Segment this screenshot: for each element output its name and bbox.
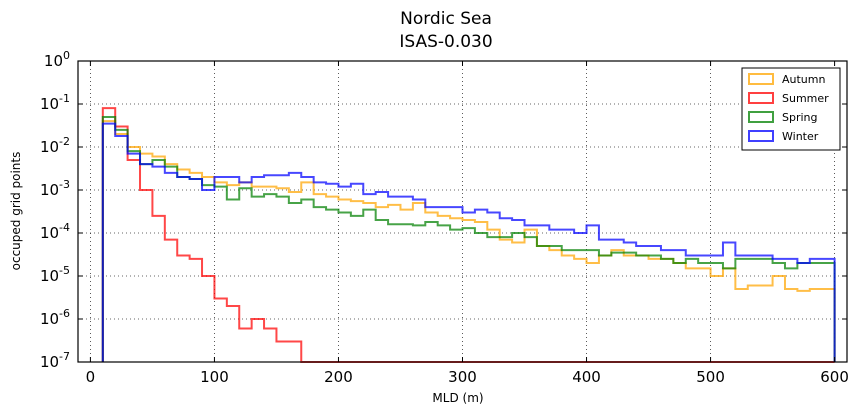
x-axis-label: MLD (m) [432, 391, 483, 405]
x-tick-label: 200 [324, 368, 353, 386]
series-layer [101, 107, 836, 363]
y-tick-label: 10-1 [40, 92, 70, 113]
legend-label-autumn: Autumn [782, 73, 825, 86]
chart-title: Nordic Sea [400, 9, 492, 29]
x-tick-label: 0 [86, 368, 96, 386]
legend-swatch-autumn [748, 73, 774, 85]
y-tick-label: 10-7 [40, 350, 70, 371]
x-tick-label: 400 [572, 368, 601, 386]
x-tick-label: 100 [200, 368, 229, 386]
legend-swatch-winter [748, 130, 774, 142]
x-tick-label: 600 [820, 368, 849, 386]
x-tick-label: 300 [448, 368, 477, 386]
legend-swatch-summer [748, 92, 774, 104]
tick-layer: 0 100 200 300 400 500 600 100 10-1 10-2 10-3 10-4 10… [40, 49, 849, 386]
y-tick-label: 10-5 [40, 264, 70, 285]
y-tick-label: 10-4 [40, 221, 70, 242]
y-tick-label: 10-6 [40, 307, 70, 328]
legend-label-summer: Summer [782, 92, 829, 105]
legend-box [741, 67, 841, 151]
legend: Autumn Summer Spring Winter [741, 67, 841, 151]
y-axis-label: occuped grid points [9, 152, 23, 271]
series-winter-step-line [101, 122, 836, 362]
chart-subtitle: ISAS-0.030 [399, 32, 492, 52]
y-tick-label: 10-2 [40, 135, 70, 156]
y-tick-label: 10-3 [40, 178, 70, 199]
legend-label-winter: Winter [782, 130, 819, 143]
series-spring-step-line [101, 115, 836, 362]
legend-swatch-spring [748, 111, 774, 123]
x-tick-label: 500 [696, 368, 725, 386]
series-summer-step-line [101, 107, 835, 363]
y-tick-label: 100 [44, 49, 70, 70]
legend-label-spring: Spring [782, 111, 818, 124]
